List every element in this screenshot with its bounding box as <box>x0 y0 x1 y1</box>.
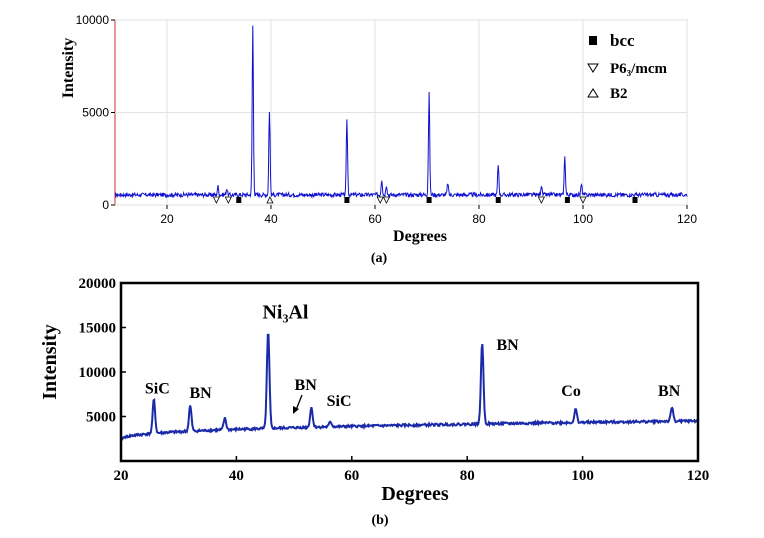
panel-b-x-tick-label: 80 <box>460 468 475 484</box>
panel-b-peak-annotations: SiC BN Ni₃Al BN SiC BN Co BN <box>145 302 681 410</box>
panel-b-y-tick-label: 10000 <box>79 365 117 381</box>
peak-label: BN <box>658 383 681 400</box>
panel-b-y-tick-label: 15000 <box>79 321 117 337</box>
panel-b-x-tick-label: 60 <box>344 468 359 484</box>
panel-a-y-tick-label: 0 <box>102 198 109 212</box>
panel-b-series-line <box>120 333 699 441</box>
bn-arrow <box>293 394 303 414</box>
bcc-marker <box>632 197 638 203</box>
p63mcm-marker <box>224 196 233 204</box>
panel-a-x-tick-label: 40 <box>264 212 278 226</box>
p63mcm-marker <box>376 196 384 204</box>
panel-b-x-axis-label: Degrees <box>381 483 449 505</box>
legend-p63mcm-label: P6₃/mcm <box>610 61 667 77</box>
panel-b-y-axis-label: Intensity <box>39 324 61 400</box>
panel-a-x-tick-label: 120 <box>677 212 697 226</box>
panel-a-legend: bcc P6₃/mcm B2 <box>587 31 667 102</box>
panel-a-x-tick-label: 60 <box>368 212 382 226</box>
peak-label: Co <box>561 383 581 400</box>
panel-a-series-line <box>114 25 688 199</box>
panel-b-x-tick-label: 120 <box>687 468 710 484</box>
panel-b-caption: (b) <box>371 513 388 528</box>
bcc-marker <box>344 197 350 203</box>
bcc-marker <box>426 197 432 203</box>
panel-b-y-ticks: 5000 10000 15000 20000 <box>79 276 126 426</box>
panel-b-x-ticks: 20 40 60 80 100 120 <box>114 456 710 484</box>
peak-label: BN <box>190 385 213 402</box>
panel-a-phase-markers <box>212 196 638 204</box>
panel-a-y-tick-label: 5000 <box>82 106 109 120</box>
panel-b-y-tick-label: 5000 <box>86 410 116 426</box>
legend-bcc-marker <box>589 36 597 45</box>
panel-b-x-tick-label: 100 <box>571 468 594 484</box>
panel-b-frame <box>119 281 700 463</box>
legend-p63mcm-marker <box>587 63 599 73</box>
bcc-marker <box>495 197 501 203</box>
p63mcm-marker <box>579 196 587 204</box>
panel-b-y-tick-label: 20000 <box>79 276 117 292</box>
panel-a-chart: 20 40 60 80 100 120 0 5000 10000 Degrees Intens… <box>60 13 697 266</box>
p63mcm-marker <box>382 196 391 204</box>
panel-a-x-ticks: 20 40 60 80 100 120 <box>160 205 697 226</box>
panel-a-x-tick-label: 80 <box>472 212 486 226</box>
peak-label: BN <box>496 337 519 354</box>
bcc-marker <box>236 197 242 203</box>
panel-a-x-axis-label: Degrees <box>393 228 447 245</box>
panel-b-x-tick-label: 20 <box>114 468 129 484</box>
peak-label: BN <box>295 377 318 394</box>
legend-b2-label: B2 <box>610 86 628 102</box>
p63mcm-marker <box>212 196 221 204</box>
panel-b-x-tick-label: 40 <box>229 468 244 484</box>
p63mcm-marker <box>537 196 546 204</box>
panel-a-y-axis-label: Intensity <box>60 38 77 98</box>
panel-a-x-tick-label: 20 <box>160 212 174 226</box>
peak-label: SiC <box>145 380 170 397</box>
peak-label: SiC <box>327 393 352 410</box>
panel-a-x-tick-label: 100 <box>573 212 593 226</box>
panel-b-chart: 20 40 60 80 100 120 5000 10000 15000 20000 SiC BN… <box>39 276 709 528</box>
b2-marker <box>266 196 274 204</box>
panel-a-gridlines <box>115 19 688 206</box>
panel-a-caption: (a) <box>371 251 388 266</box>
peak-label: Ni₃Al <box>262 302 308 324</box>
panel-a-y-tick-label: 10000 <box>76 13 110 27</box>
panel-a-y-ticks: 0 5000 10000 <box>76 13 115 212</box>
bcc-marker <box>564 197 570 203</box>
legend-bcc-label: bcc <box>610 31 635 50</box>
legend-b2-marker <box>587 88 599 98</box>
